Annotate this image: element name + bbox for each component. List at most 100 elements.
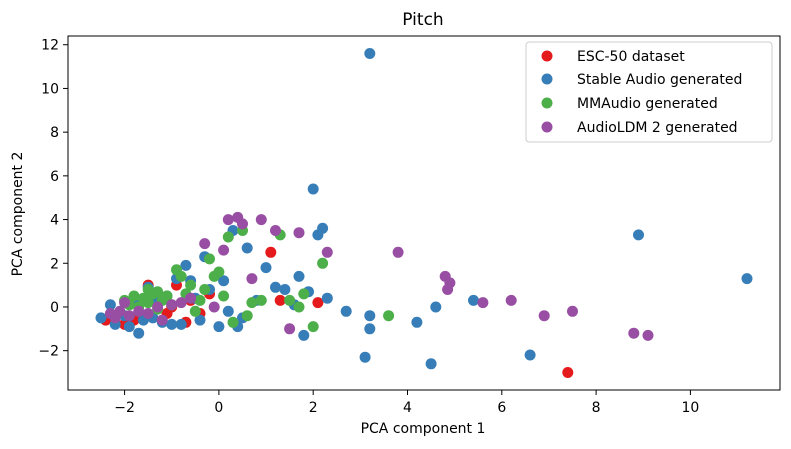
x-tick-label: 0 [214, 400, 223, 416]
point-s3-13 [208, 301, 220, 313]
point-s3-19 [255, 214, 267, 226]
x-tick-label: 4 [403, 400, 412, 416]
point-s1-45 [364, 48, 376, 59]
y-axis-title: PCA component 2 [10, 152, 26, 277]
point-s2-34 [307, 321, 319, 333]
point-s2-31 [284, 294, 296, 306]
point-s3-12 [199, 238, 211, 250]
legend-marker-mmaudio [541, 97, 553, 109]
point-s2-36 [383, 310, 395, 322]
y-axis: −2 0 2 4 6 8 10 12 [38, 38, 68, 360]
legend-marker-stable-audio [541, 73, 553, 85]
point-s1-30 [260, 262, 272, 274]
point-s2-33 [298, 288, 310, 300]
legend-label-esc50: ESC-50 dataset [577, 49, 685, 65]
point-s3-2 [114, 305, 126, 317]
point-s2-11 [161, 290, 173, 302]
legend-box [525, 41, 773, 143]
point-s3-9 [166, 299, 178, 311]
y-tick-label: 12 [41, 38, 59, 54]
y-tick-label: 2 [50, 256, 59, 272]
point-s2-35 [317, 257, 329, 269]
point-s2-14 [175, 270, 187, 282]
point-s2-18 [194, 294, 206, 306]
point-s3-15 [222, 214, 234, 226]
point-s3-28 [477, 297, 489, 309]
point-s1-37 [307, 183, 319, 195]
point-s2-16 [185, 279, 197, 291]
point-s0-15 [265, 246, 277, 258]
point-s1-24 [222, 305, 234, 317]
point-s1-13 [166, 318, 178, 330]
point-s3-10 [175, 297, 187, 309]
point-s2-6 [142, 297, 154, 309]
point-s1-32 [279, 284, 291, 295]
point-s3-29 [505, 294, 517, 306]
point-s2-20 [204, 253, 215, 265]
point-s3-22 [293, 227, 305, 239]
point-s2-29 [255, 294, 267, 306]
point-s3-27 [442, 284, 454, 295]
y-tick-label: 0 [50, 300, 59, 316]
point-s3-4 [123, 310, 135, 322]
point-s1-39 [317, 222, 329, 234]
point-s2-25 [227, 316, 239, 328]
point-s1-0 [95, 312, 107, 324]
point-s1-35 [298, 329, 310, 341]
point-s1-49 [468, 294, 479, 306]
point-s0-18 [562, 367, 574, 378]
point-s1-48 [430, 301, 442, 313]
points-layer [95, 48, 753, 378]
point-s2-24 [222, 231, 234, 243]
point-s3-5 [133, 305, 145, 317]
legend: ESC-50 dataset Stable Audio generated MM… [525, 41, 773, 143]
point-s1-1 [104, 299, 116, 311]
point-s2-23 [218, 290, 230, 302]
point-s1-47 [425, 358, 437, 370]
x-tick-label: −2 [114, 400, 135, 416]
point-s1-16 [180, 259, 192, 271]
legend-label-audioldm2: AudioLDM 2 generated [577, 120, 738, 136]
x-axis: −2 0 2 4 6 8 10 [114, 390, 699, 416]
point-s1-41 [340, 305, 352, 317]
y-tick-label: −2 [38, 344, 59, 360]
point-s1-4 [123, 321, 135, 333]
y-tick-label: 6 [50, 169, 59, 185]
point-s3-3 [119, 297, 131, 309]
point-s1-44 [364, 323, 376, 335]
point-s2-27 [241, 310, 253, 322]
point-s1-46 [411, 316, 423, 328]
point-s2-17 [189, 305, 201, 317]
point-s1-51 [633, 229, 644, 241]
x-tick-label: 6 [497, 400, 506, 416]
point-s2-19 [199, 284, 211, 295]
point-s1-19 [194, 314, 206, 326]
point-s3-32 [628, 327, 640, 339]
x-tick-label: 2 [309, 400, 318, 416]
point-s3-33 [642, 329, 654, 341]
x-tick-label: 10 [681, 400, 699, 416]
point-s2-22 [213, 266, 225, 278]
point-s2-28 [246, 297, 258, 309]
point-s3-30 [538, 310, 550, 322]
point-s1-40 [321, 292, 333, 304]
point-s0-17 [312, 297, 324, 309]
point-s1-15 [175, 318, 187, 330]
point-s3-20 [270, 225, 281, 236]
point-s3-23 [321, 246, 333, 258]
point-s3-8 [156, 314, 168, 326]
point-s1-52 [741, 273, 753, 285]
plot-frame [67, 35, 781, 391]
point-s3-7 [152, 301, 164, 313]
point-s2-2 [128, 290, 140, 302]
y-tick-label: 10 [41, 81, 59, 97]
point-s1-43 [364, 310, 376, 322]
point-s3-24 [392, 246, 404, 258]
legend-label-mmaudio: MMAudio generated [577, 96, 718, 112]
legend-marker-audioldm2 [541, 121, 553, 133]
x-tick-label: 8 [592, 400, 601, 416]
legend-label-stable-audio: Stable Audio generated [577, 72, 742, 88]
point-s3-21 [284, 323, 296, 335]
point-s1-31 [270, 281, 281, 293]
